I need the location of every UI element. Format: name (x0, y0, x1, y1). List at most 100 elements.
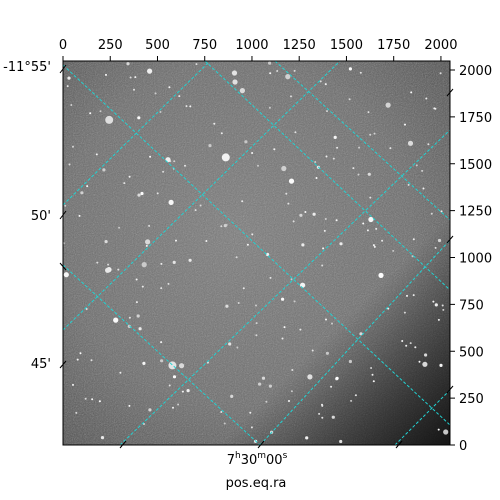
star (330, 385, 333, 388)
star (368, 216, 374, 223)
dec-label-50: 50' (31, 209, 51, 224)
star (148, 408, 152, 412)
star (432, 300, 435, 303)
star (140, 191, 144, 196)
star (80, 191, 84, 195)
star (283, 326, 286, 329)
star (255, 322, 258, 325)
star (290, 278, 293, 281)
right-tick-label: 500 (459, 345, 484, 360)
star (401, 340, 404, 342)
star (265, 400, 268, 403)
star (185, 105, 188, 108)
star (362, 222, 365, 225)
star (359, 71, 362, 74)
right-pixel-axis: 2000 1750 1500 1250 1000 750 500 250 0 (450, 64, 492, 454)
star (268, 384, 272, 388)
star (326, 110, 328, 113)
right-tick-label: 750 (459, 298, 484, 313)
star (314, 161, 317, 163)
star (117, 268, 120, 271)
star (325, 351, 329, 355)
star (242, 287, 245, 290)
star (269, 276, 272, 279)
star (177, 403, 180, 406)
star (159, 111, 162, 113)
star (293, 69, 296, 72)
star (123, 182, 126, 185)
star (325, 155, 328, 158)
star (154, 92, 157, 95)
star (412, 238, 415, 241)
star (175, 239, 177, 242)
star (410, 91, 413, 94)
star (228, 342, 232, 346)
star (443, 429, 449, 435)
star (67, 76, 71, 80)
star (205, 240, 208, 242)
star (281, 165, 287, 172)
star (300, 282, 306, 288)
star (127, 324, 131, 328)
star (331, 415, 335, 419)
star (372, 244, 375, 247)
star (409, 342, 412, 345)
star (220, 225, 223, 228)
star (220, 411, 223, 413)
star (70, 104, 73, 106)
star (235, 256, 238, 259)
star (301, 243, 305, 247)
star (236, 346, 239, 349)
star (208, 144, 212, 148)
star (168, 199, 174, 205)
star (430, 212, 433, 215)
star (312, 212, 316, 216)
star-field (63, 61, 449, 444)
star (145, 239, 151, 245)
star (255, 334, 258, 337)
star (373, 245, 376, 248)
star (89, 112, 92, 115)
star (128, 175, 131, 178)
star (162, 170, 165, 173)
star (369, 133, 372, 136)
star (168, 86, 171, 89)
star (257, 164, 259, 167)
right-tick-label: 1750 (459, 111, 492, 126)
star (437, 318, 440, 321)
star (231, 70, 238, 76)
top-tick-label: 1500 (330, 38, 363, 53)
star (318, 412, 321, 415)
star (290, 390, 293, 393)
star (105, 267, 111, 273)
top-tick-label: 1250 (283, 38, 316, 53)
star (332, 157, 335, 160)
star (288, 178, 295, 184)
star (294, 131, 297, 134)
star (307, 374, 313, 380)
star (285, 74, 291, 80)
star (407, 183, 410, 186)
star (255, 304, 257, 307)
star (172, 375, 177, 379)
star (441, 304, 444, 307)
star (135, 278, 138, 281)
star (281, 337, 284, 340)
top-tick-label: 250 (98, 38, 123, 53)
star (133, 88, 135, 91)
star (141, 285, 144, 288)
star (143, 423, 145, 425)
star (221, 153, 230, 162)
star (424, 353, 428, 357)
star (389, 147, 392, 150)
right-tick-label: 0 (459, 439, 467, 454)
star (138, 327, 142, 331)
star (96, 261, 99, 264)
star (68, 163, 71, 166)
star (336, 146, 339, 149)
star (213, 122, 216, 125)
star (128, 316, 131, 319)
star (373, 132, 376, 135)
star (64, 204, 67, 207)
star (100, 436, 105, 440)
